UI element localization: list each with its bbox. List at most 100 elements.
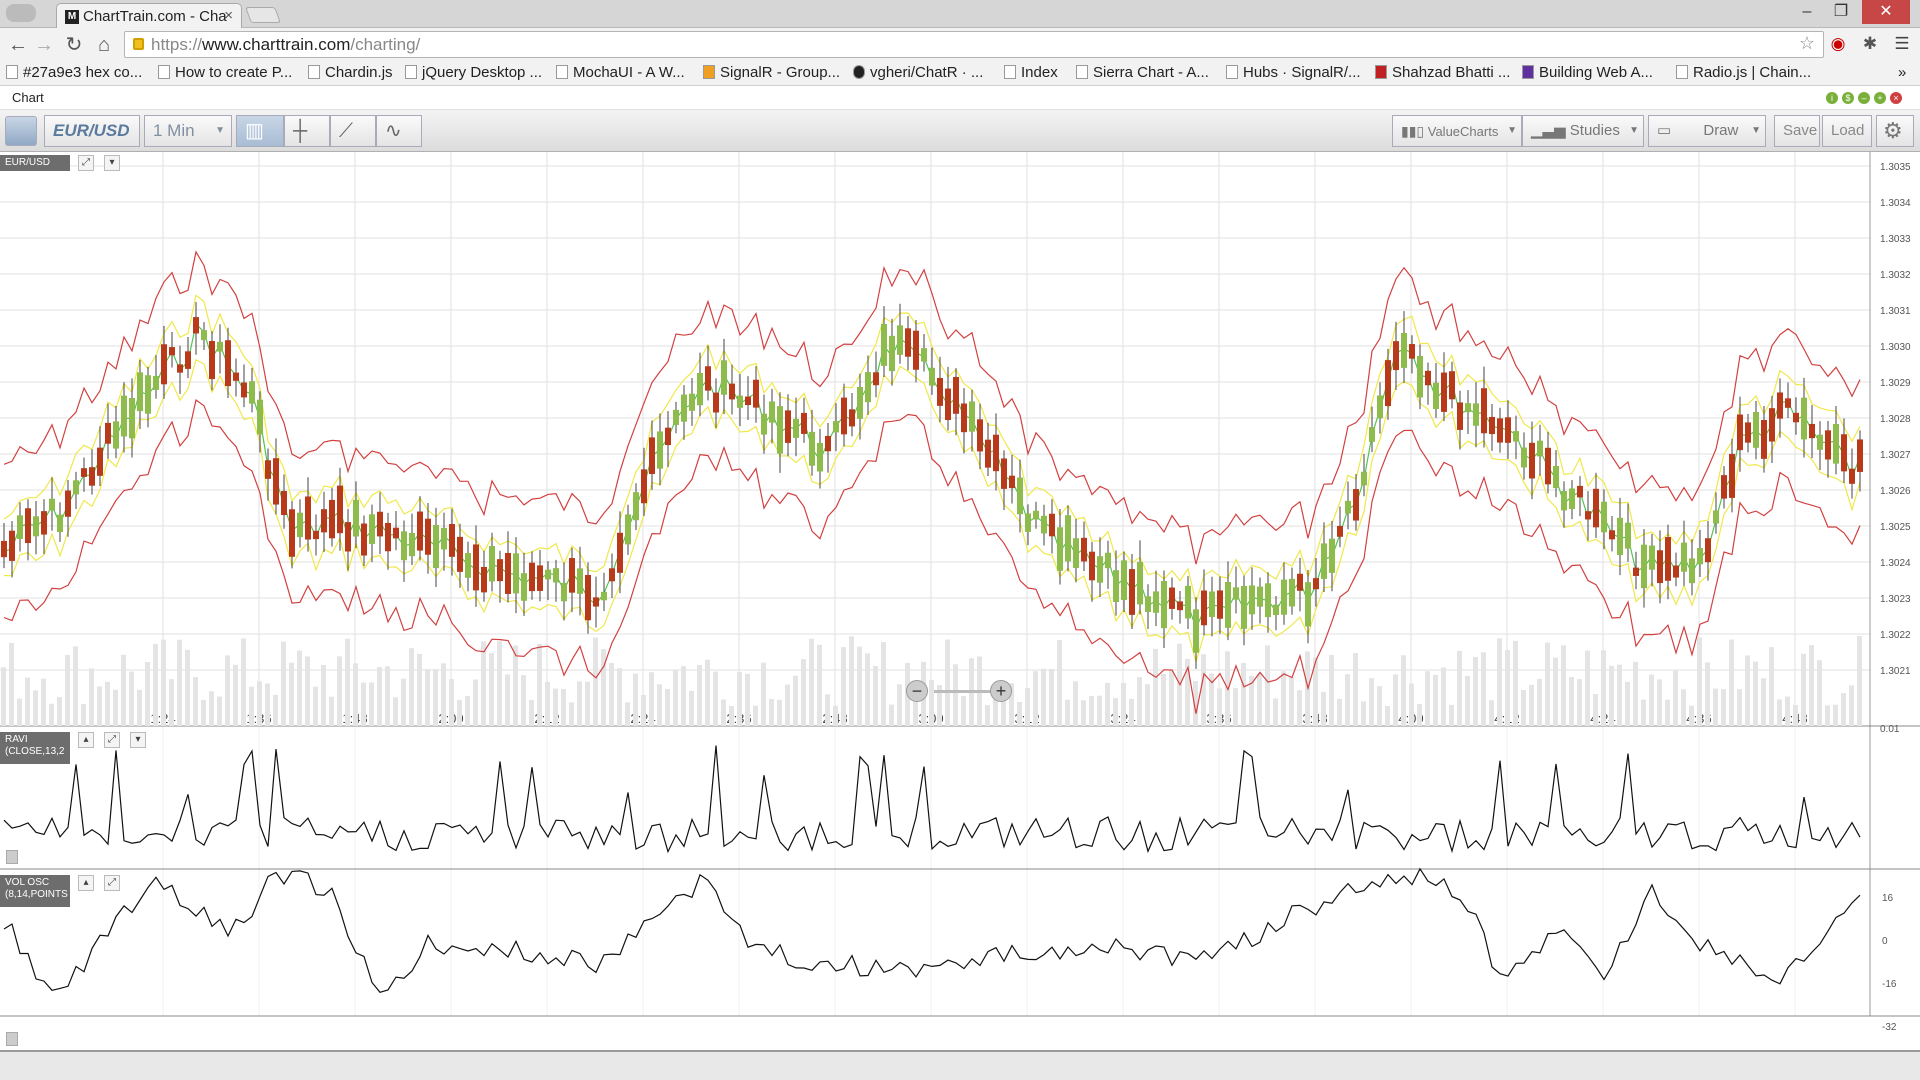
minimize-panel-icon[interactable]: – xyxy=(1858,92,1870,104)
mountain-chart-button[interactable]: ∿ xyxy=(376,115,422,147)
symbol-input[interactable]: EUR/USD xyxy=(44,115,140,147)
volume-bar xyxy=(1625,681,1630,726)
candle-body xyxy=(1649,545,1655,570)
bookmark-item[interactable]: SignalR - Group... xyxy=(703,64,840,81)
browser-menu-icon[interactable] xyxy=(6,4,36,22)
maximize-panel-icon[interactable]: ⤢ xyxy=(104,875,120,891)
y-tick-label: 1.3031 xyxy=(1880,306,1911,317)
bookmark-item[interactable]: jQuery Desktop ... xyxy=(405,64,542,81)
volume-bar xyxy=(793,675,798,726)
candle-body xyxy=(1449,371,1455,400)
volume-bar xyxy=(1121,683,1126,726)
load-button[interactable]: Load xyxy=(1822,115,1872,147)
draw-select[interactable]: ▭ Draw ▼ xyxy=(1648,115,1766,147)
volume-bar xyxy=(121,654,126,726)
move-up-icon[interactable]: ▴ xyxy=(78,732,94,748)
volume-bar xyxy=(1425,671,1430,726)
info-icon[interactable]: i xyxy=(1826,92,1838,104)
line-chart-button[interactable]: ⟋ xyxy=(330,115,376,147)
bar-chart-button[interactable]: ┼ xyxy=(284,115,330,147)
bookmarks-overflow-icon[interactable]: » xyxy=(1898,64,1907,81)
home-icon[interactable]: ⌂ xyxy=(97,34,111,56)
candle-body xyxy=(1113,570,1119,602)
tools-extension-icon[interactable]: ✱ xyxy=(1862,34,1878,53)
candle-body xyxy=(1057,527,1063,571)
close-panel-icon[interactable]: × xyxy=(1890,92,1902,104)
dollar-icon[interactable]: $ xyxy=(1842,92,1854,104)
maximize-panel-icon[interactable]: + xyxy=(1874,92,1886,104)
candle-body xyxy=(265,460,271,479)
bookmark-item[interactable]: Shahzad Bhatti ... xyxy=(1375,64,1510,81)
bookmark-item[interactable]: Chardin.js xyxy=(308,64,393,81)
charttrain-logo-icon[interactable] xyxy=(5,116,37,146)
opera-extension-icon[interactable]: ◉ xyxy=(1830,34,1846,53)
valuecharts-select[interactable]: ▮▮▯ ValueCharts ▼ xyxy=(1392,115,1522,147)
price-chart-svg[interactable]: 1.3035 1.3034 1.3033 1.3032 1.3031 1.3030 1.30… xyxy=(0,152,1920,1050)
bookmark-label: Chardin.js xyxy=(325,64,393,81)
volume-bar xyxy=(425,669,430,726)
candle-body xyxy=(113,421,119,449)
candle-body xyxy=(857,387,863,419)
bookmark-item[interactable]: Hubs · SignalR/... xyxy=(1226,64,1361,81)
address-bar[interactable]: https://www.charttrain.com/charting/ ☆ xyxy=(124,31,1824,58)
zoom-slider[interactable] xyxy=(934,690,990,693)
candle-body xyxy=(497,559,503,582)
volume-bar xyxy=(1073,681,1078,726)
zoom-in-icon[interactable]: + xyxy=(990,680,1012,702)
volume-bar xyxy=(609,663,614,726)
volume-bar xyxy=(1089,695,1094,726)
browser-tab[interactable]: M ChartTrain.com - Cha × xyxy=(56,3,242,28)
back-icon[interactable]: ← xyxy=(8,34,28,56)
move-down-icon[interactable]: ▾ xyxy=(130,732,146,748)
tab-close-icon[interactable]: × xyxy=(224,7,233,24)
bookmark-star-icon[interactable]: ☆ xyxy=(1798,33,1815,53)
save-button[interactable]: Save xyxy=(1774,115,1820,147)
candle-body xyxy=(1633,567,1639,576)
candle-body xyxy=(545,569,551,580)
volume-bar xyxy=(897,684,902,726)
maximize-panel-icon[interactable]: ⤢ xyxy=(78,155,94,171)
reload-icon[interactable]: ↻ xyxy=(65,34,83,56)
candle-body xyxy=(1833,424,1839,464)
volume-bar xyxy=(417,653,422,726)
studies-select[interactable]: ▁▃▅ Studies ▼ xyxy=(1522,115,1644,147)
volume-bar xyxy=(1657,679,1662,726)
forward-icon[interactable]: → xyxy=(34,34,54,56)
settings-gear-icon[interactable]: ⚙ xyxy=(1876,115,1914,147)
delete-panel-icon[interactable] xyxy=(6,1032,18,1046)
new-tab-button[interactable] xyxy=(245,7,281,23)
menu-icon[interactable]: ☰ xyxy=(1894,34,1910,53)
studies-label: Studies xyxy=(1569,122,1620,139)
restore-icon[interactable]: ❐ xyxy=(1833,3,1849,20)
bookmark-item[interactable]: How to create P... xyxy=(158,64,292,81)
volume-bar xyxy=(1241,662,1246,726)
candlestick-chart-button[interactable]: ▥ xyxy=(236,115,284,147)
bookmark-item[interactable]: MochaUI - A W... xyxy=(556,64,685,81)
interval-select[interactable]: 1 Min ▼ xyxy=(144,115,232,147)
move-up-icon[interactable]: ▴ xyxy=(78,875,94,891)
maximize-panel-icon[interactable]: ⤢ xyxy=(104,732,120,748)
bookmark-item[interactable]: vgheri/ChatR · ... xyxy=(853,64,983,81)
delete-panel-icon[interactable] xyxy=(6,850,18,864)
bookmark-item[interactable]: Building Web A... xyxy=(1522,64,1653,81)
minimize-icon[interactable]: – xyxy=(1802,3,1812,20)
bookmark-item[interactable]: Radio.js | Chain... xyxy=(1676,64,1811,81)
bookmark-item[interactable]: Index xyxy=(1004,64,1058,81)
candle-body xyxy=(505,552,511,594)
volume-bar xyxy=(465,696,470,726)
bookmark-item[interactable]: Sierra Chart - A... xyxy=(1076,64,1209,81)
bookmark-item[interactable]: #27a9e3 hex co... xyxy=(6,64,142,81)
volume-bar xyxy=(1153,648,1158,726)
volume-bar xyxy=(217,696,222,726)
candle-body xyxy=(689,393,695,411)
zoom-out-icon[interactable]: − xyxy=(906,680,928,702)
volume-bar xyxy=(161,639,166,726)
candle-body xyxy=(1673,565,1679,578)
candle-body xyxy=(33,516,39,537)
window-close-icon[interactable]: ✕ xyxy=(1862,0,1910,24)
candle-body xyxy=(913,330,919,370)
move-down-icon[interactable]: ▾ xyxy=(104,155,120,171)
chart-area[interactable]: 1.3035 1.3034 1.3033 1.3032 1.3031 1.3030 1.30… xyxy=(0,152,1920,1050)
volume-bar xyxy=(1833,704,1838,726)
volume-bar xyxy=(1713,688,1718,726)
